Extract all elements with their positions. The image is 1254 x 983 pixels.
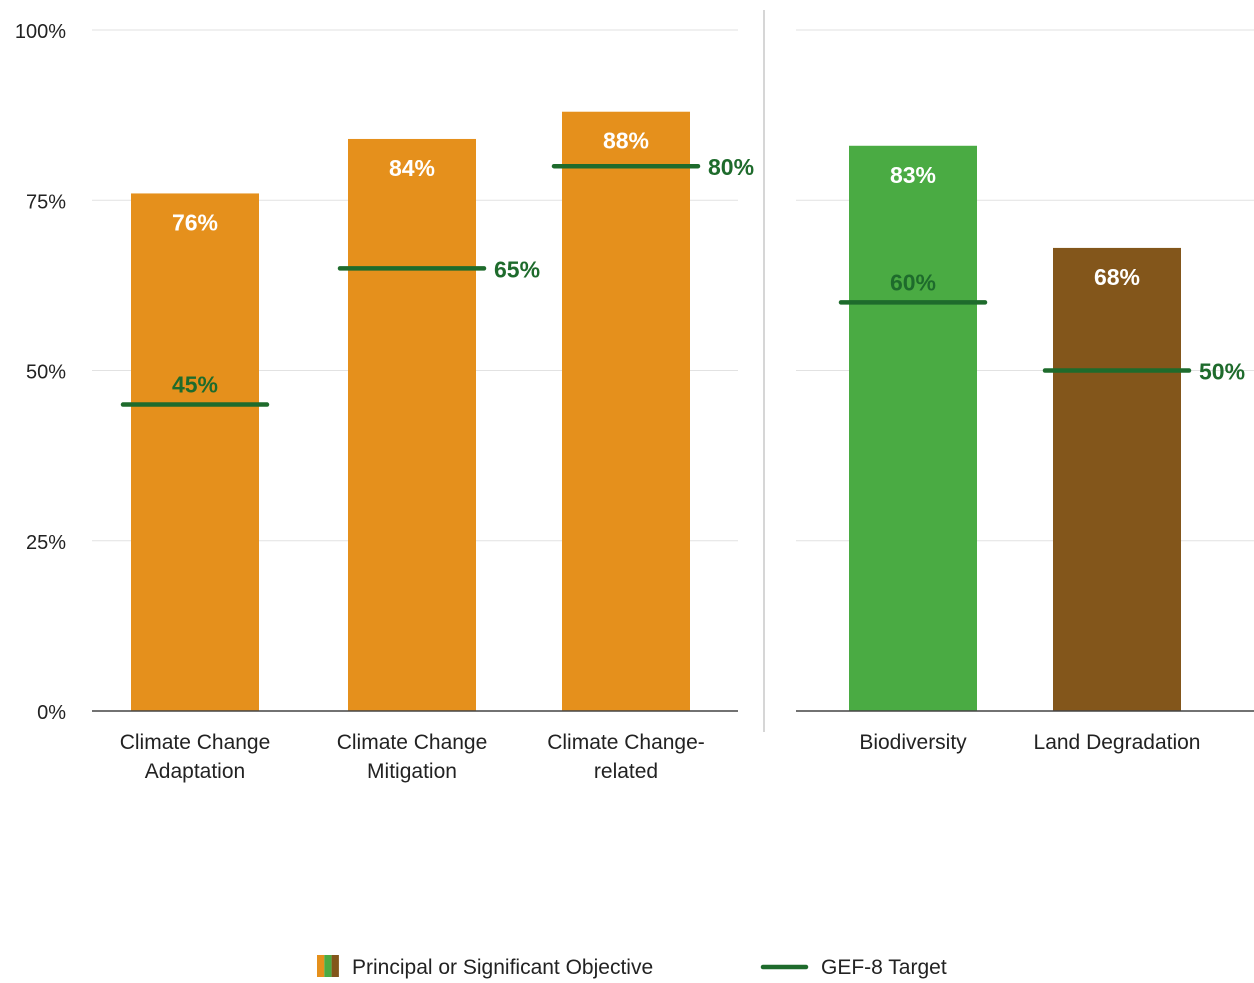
bar bbox=[1053, 247, 1181, 712]
legend-label: Principal or Significant Objective bbox=[352, 956, 653, 979]
y-tick-label: 75% bbox=[26, 191, 66, 213]
x-category-label: Land Degradation bbox=[1034, 731, 1201, 754]
legend-swatch-segment bbox=[331, 955, 339, 977]
bar bbox=[849, 145, 977, 711]
legend-swatch-segment bbox=[317, 955, 325, 977]
y-tick-label: 100% bbox=[15, 21, 66, 43]
target-label: 60% bbox=[890, 269, 936, 295]
x-category-label: Climate Change bbox=[337, 731, 488, 754]
target-label: 50% bbox=[1199, 359, 1245, 385]
target-label: 65% bbox=[494, 256, 540, 282]
legend-label: GEF-8 Target bbox=[821, 956, 947, 979]
x-category-label: Adaptation bbox=[145, 760, 245, 783]
target-label: 80% bbox=[708, 154, 754, 180]
x-category-label: Mitigation bbox=[367, 760, 457, 783]
x-category-label: Biodiversity bbox=[859, 731, 967, 754]
y-tick-label: 50% bbox=[26, 362, 66, 384]
y-tick-label: 0% bbox=[37, 702, 66, 724]
y-tick-label: 25% bbox=[26, 532, 66, 554]
x-category-label: related bbox=[594, 760, 658, 783]
target-label: 45% bbox=[172, 372, 218, 398]
bar bbox=[131, 193, 259, 711]
bar-value-label: 84% bbox=[389, 155, 435, 181]
bar-value-label: 83% bbox=[890, 162, 936, 188]
bar bbox=[348, 138, 476, 711]
legend-swatch-segment bbox=[324, 955, 332, 977]
bar bbox=[562, 111, 690, 712]
bar-value-label: 68% bbox=[1094, 264, 1140, 290]
bar-value-label: 88% bbox=[603, 128, 649, 154]
bar-value-label: 76% bbox=[172, 209, 218, 235]
x-category-label: Climate Change bbox=[120, 731, 271, 754]
x-category-label: Climate Change- bbox=[547, 731, 705, 754]
